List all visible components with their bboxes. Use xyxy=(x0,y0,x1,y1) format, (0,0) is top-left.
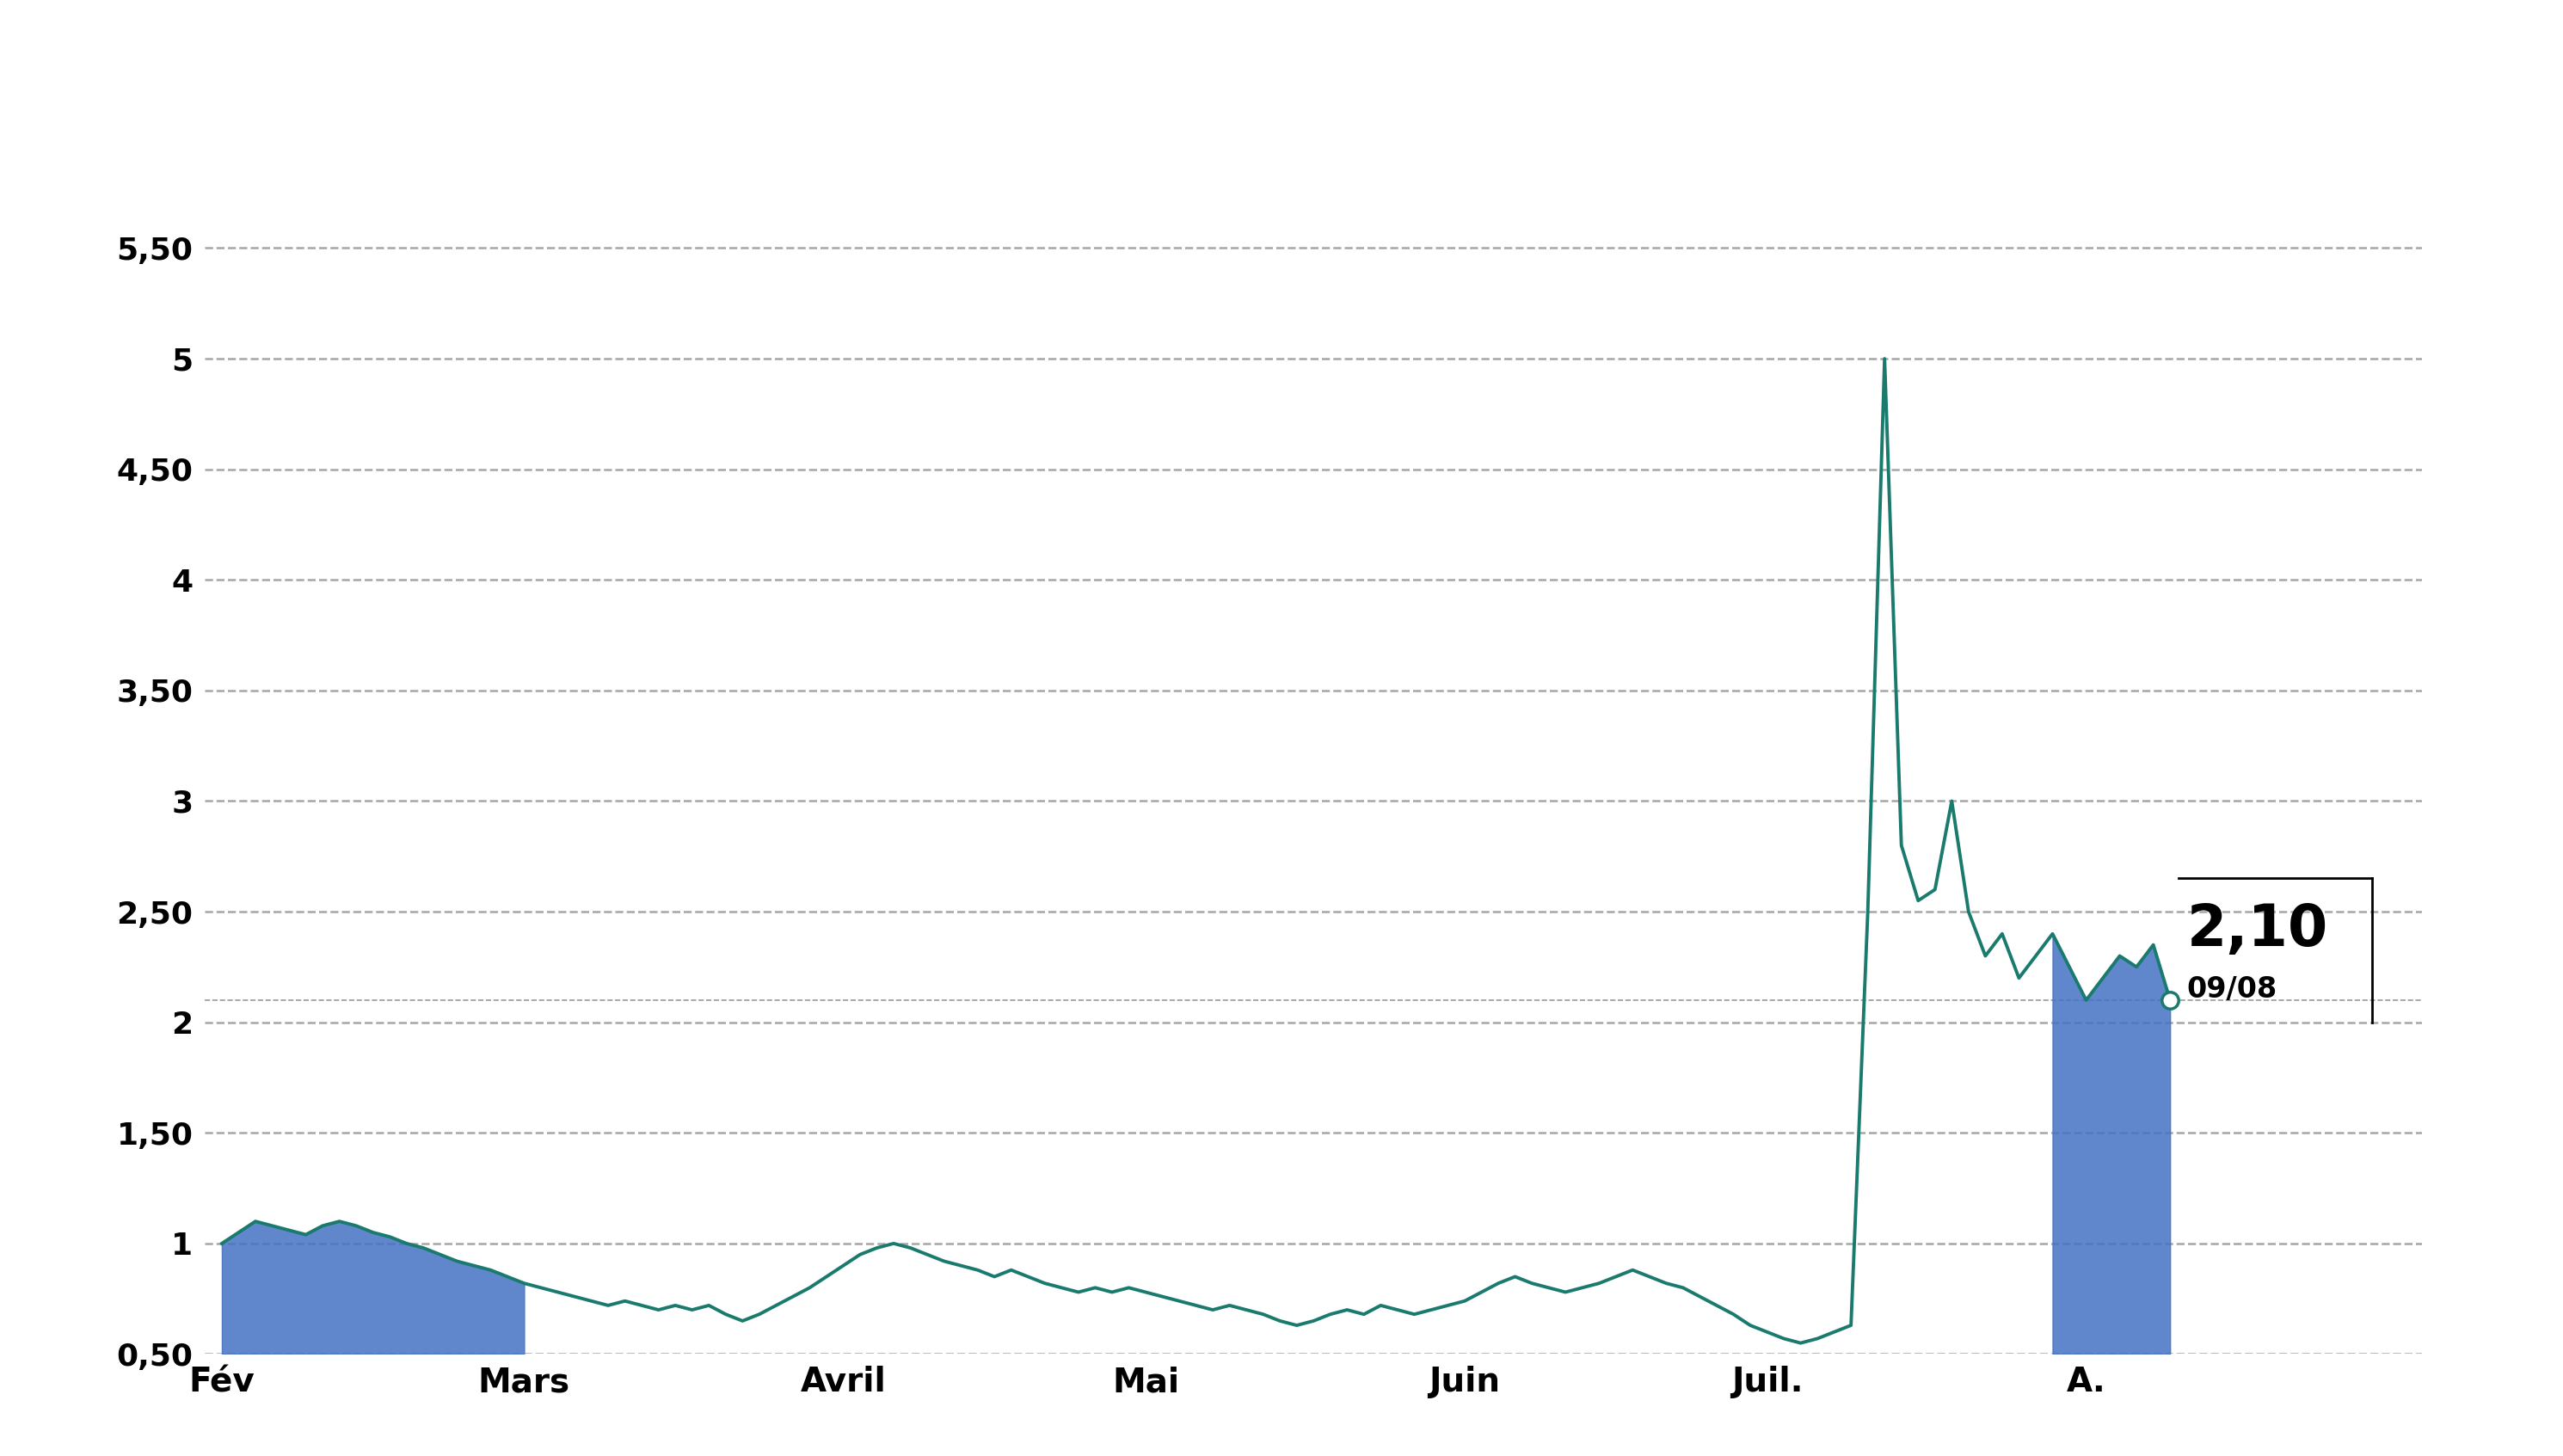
Text: 2,10: 2,10 xyxy=(2186,901,2327,958)
Text: MIRA Pharmaceuticals, Inc.: MIRA Pharmaceuticals, Inc. xyxy=(748,54,1815,121)
Text: 09/08: 09/08 xyxy=(2186,976,2279,1003)
